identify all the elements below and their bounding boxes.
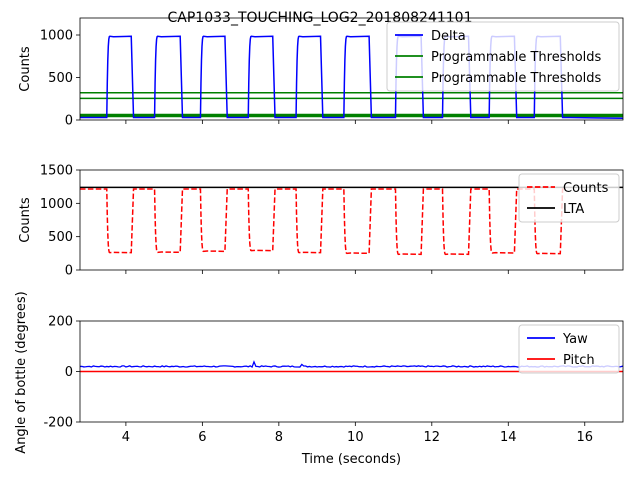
bottom-xtick-label: 6: [198, 430, 206, 445]
top-legend-label-2: Programmable Thresholds: [431, 50, 602, 65]
middle-legend-label-2: LTA: [563, 202, 584, 217]
top-legend-label-3: Programmable Thresholds: [431, 71, 602, 86]
top-panel: 0 500 1000 Counts Delta Programmable Thresh…: [18, 17, 624, 129]
bottom-ticks: -200 0 200 4 6 8 10 12 14 16: [43, 315, 593, 446]
middle-legend-label-1: Counts: [563, 181, 609, 196]
bottom-ytick-label: 0: [65, 365, 73, 380]
middle-ticks: 0 500 1000 1500: [40, 164, 586, 279]
bottom-ylabel: Angle of bottle (degrees): [14, 291, 29, 453]
bottom-xtick-label: 10: [347, 430, 364, 445]
bottom-xtick-label: 14: [500, 430, 517, 445]
top-legend: Delta Programmable Thresholds Programmable…: [386, 21, 620, 92]
middle-ylabel: Counts: [18, 197, 33, 243]
top-legend-box: [386, 21, 620, 92]
middle-counts-line: [80, 188, 564, 256]
middle-ytick-label: 1500: [40, 164, 73, 179]
middle-axes-frame: [79, 169, 624, 271]
top-ytick-label: 0: [65, 114, 73, 129]
top-ytick-label: 500: [48, 71, 73, 86]
bottom-ytick-label: -200: [43, 416, 73, 431]
top-legend-label-1: Delta: [431, 29, 466, 44]
bottom-xtick-label: 16: [576, 430, 593, 445]
bottom-ytick-label: 200: [48, 315, 73, 330]
middle-legend-box: [518, 173, 620, 223]
middle-legend: Counts LTA: [518, 173, 620, 223]
bottom-panel: -200 0 200 4 6 8 10 12 14 16 Angle of bottle (deg…: [14, 291, 624, 467]
top-axes-frame: [79, 17, 624, 121]
bottom-legend: Yaw Pitch: [518, 324, 620, 374]
middle-ytick-label: 1000: [40, 197, 73, 212]
bottom-axes-frame: [79, 320, 624, 423]
bottom-xtick-label: 8: [275, 430, 283, 445]
bottom-legend-label-1: Yaw: [562, 332, 588, 347]
bottom-legend-box: [518, 324, 620, 374]
middle-panel: 0 500 1000 1500 Counts Counts LTA: [18, 164, 624, 279]
bottom-xlabel: Time (seconds): [301, 452, 401, 467]
bottom-xtick-label: 12: [424, 430, 441, 445]
middle-ytick-label: 0: [65, 264, 73, 279]
bottom-legend-label-2: Pitch: [563, 353, 595, 368]
middle-ytick-label: 500: [48, 230, 73, 245]
top-ytick-label: 1000: [40, 29, 73, 44]
top-ticks: 0 500 1000: [40, 29, 586, 129]
bottom-xtick-label: 4: [122, 430, 130, 445]
top-ylabel: Counts: [18, 46, 33, 92]
